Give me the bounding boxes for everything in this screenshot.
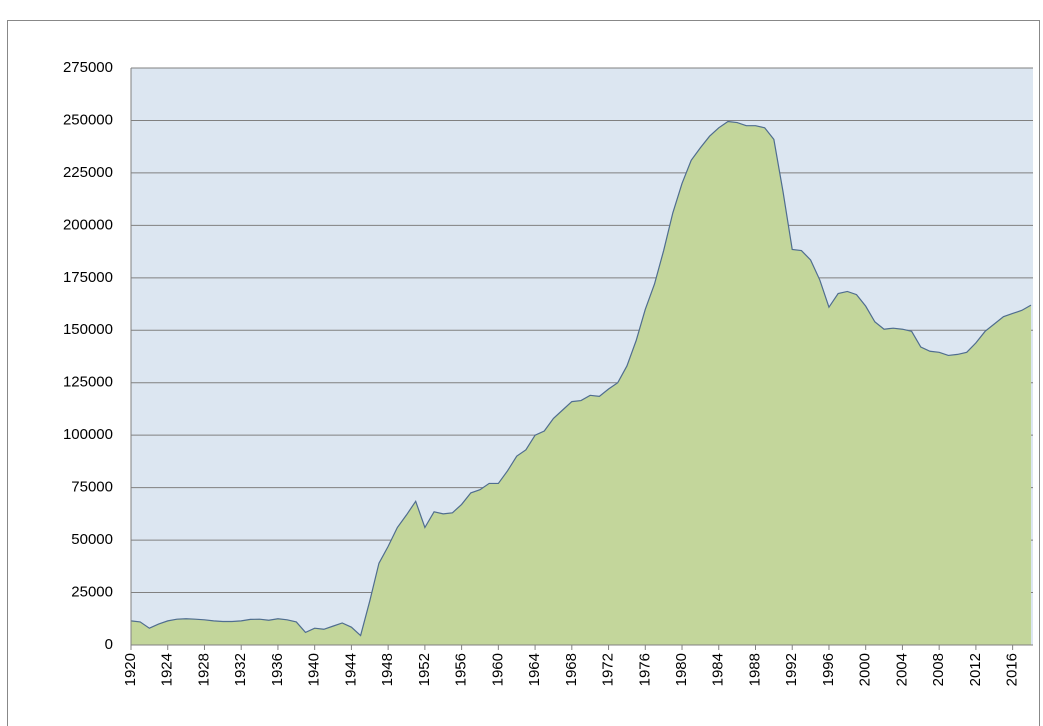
area (131, 121, 1031, 645)
x-tick-label: 2008 (930, 653, 947, 686)
y-tick-label: 50000 (71, 531, 113, 548)
x-tick-label: 1984 (710, 653, 727, 686)
x-tick-label: 1980 (673, 653, 690, 686)
x-tick-label: 2000 (857, 653, 874, 686)
x-tick-label: 1928 (195, 653, 212, 686)
y-tick-label: 200000 (63, 216, 113, 233)
x-tick-label: 1956 (453, 653, 470, 686)
x-tick-label: 1924 (159, 653, 176, 686)
x-tick-label: 1996 (820, 653, 837, 686)
y-tick-label: 0 (105, 636, 113, 653)
x-tick-label: 2012 (967, 653, 984, 686)
y-tick-label: 125000 (63, 374, 113, 391)
x-tick-label: 1972 (600, 653, 617, 686)
x-tick-label: 1920 (122, 653, 139, 686)
x-tick-label: 1960 (489, 653, 506, 686)
x-tick-label: 1976 (636, 653, 653, 686)
y-tick-label: 225000 (63, 164, 113, 181)
x-tick-label: 1988 (746, 653, 763, 686)
y-tick-label: 150000 (63, 321, 113, 338)
x-tick-label: 2016 (1004, 653, 1021, 686)
x-tick-label: 1940 (306, 653, 323, 686)
y-tick-label: 250000 (63, 111, 113, 128)
y-tick-label: 100000 (63, 426, 113, 443)
area-line (130, 120, 1032, 637)
x-tick-label: 1936 (269, 653, 286, 686)
x-tick-label: 1932 (232, 653, 249, 686)
x-tick-label: 2004 (893, 653, 910, 686)
x-tick-label: 1964 (526, 653, 543, 686)
x-tick-label: 1952 (416, 653, 433, 686)
x-tick-label: 1944 (342, 653, 359, 686)
y-tick-label: 25000 (71, 584, 113, 601)
y-tick-label: 75000 (71, 479, 113, 496)
x-tick-label: 1968 (563, 653, 580, 686)
x-tick-label: 1992 (783, 653, 800, 686)
x-tick-label: 1948 (379, 653, 396, 686)
y-tick-label: 275000 (63, 59, 113, 76)
y-tick-label: 175000 (63, 269, 113, 286)
